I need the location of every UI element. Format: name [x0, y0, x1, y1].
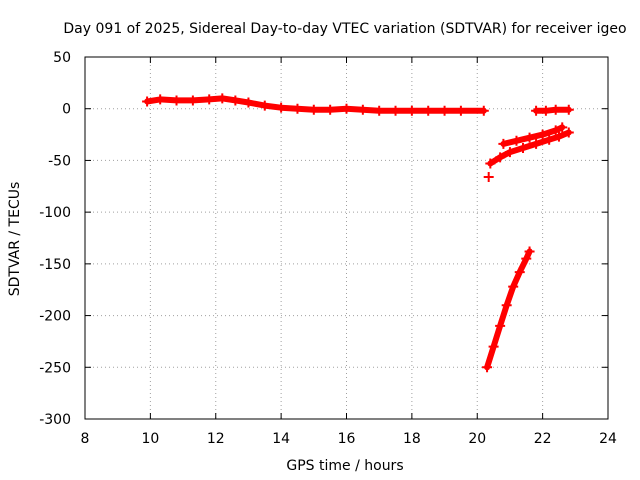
data-point: [374, 105, 385, 116]
data-point: [217, 93, 228, 104]
data-point: [514, 267, 525, 278]
data-point: [482, 362, 493, 373]
data-point: [292, 103, 303, 114]
chart-title: Day 091 of 2025, Sidereal Day-to-day VTE…: [63, 21, 626, 37]
data-point: [495, 152, 506, 163]
x-tick-label: 16: [338, 431, 356, 447]
y-tick-label: -250: [39, 360, 71, 376]
data-point: [142, 96, 153, 107]
data-point: [439, 105, 450, 116]
series-late-arc-lower: [485, 127, 574, 169]
data-series: [142, 93, 574, 373]
data-point: [504, 147, 515, 158]
y-tick-label: 0: [62, 102, 71, 118]
y-tick-label: 50: [53, 50, 71, 66]
data-point: [155, 94, 166, 105]
data-point: [540, 105, 551, 116]
data-point: [550, 104, 561, 115]
data-point: [495, 320, 506, 331]
data-point: [455, 105, 466, 116]
x-tick-label: 12: [207, 431, 225, 447]
data-point: [563, 127, 574, 138]
data-point: [308, 104, 319, 115]
data-point: [406, 105, 417, 116]
y-tick-label: -100: [39, 205, 71, 221]
data-point: [171, 95, 182, 106]
y-axis-label: SDTVAR / TECUs: [7, 182, 23, 297]
y-tick-label: -50: [48, 153, 71, 169]
data-point: [488, 341, 499, 352]
data-point: [390, 105, 401, 116]
data-point: [478, 105, 489, 116]
grid: [85, 57, 608, 419]
data-point: [204, 94, 215, 105]
data-point: [341, 103, 352, 114]
data-point: [485, 158, 496, 169]
data-point: [563, 104, 574, 115]
series-late-flat: [531, 104, 574, 116]
plot-frame: [84, 56, 609, 420]
data-point: [537, 129, 548, 140]
data-point: [243, 97, 254, 108]
data-point: [544, 134, 555, 145]
data-point: [357, 104, 368, 115]
series-late-arc-upper: [498, 122, 568, 149]
data-point: [501, 300, 512, 311]
data-point: [511, 135, 522, 146]
x-tick-label: 10: [141, 431, 159, 447]
data-point: [483, 171, 494, 182]
x-tick-label: 24: [599, 431, 617, 447]
data-point: [230, 95, 241, 106]
data-point: [524, 246, 535, 257]
series-trace-steep-rise: [484, 248, 533, 371]
y-tick-label: -300: [39, 412, 71, 428]
series-isolated: [483, 171, 494, 182]
y-tick-label: -200: [39, 309, 71, 325]
x-tick-label: 20: [468, 431, 486, 447]
data-point: [187, 95, 198, 106]
axis-ticks: 8 10 12 14 16 18 20 22 24 50 0 -50 -100 -150 -200 -250 -…: [39, 50, 617, 447]
data-point: [531, 138, 542, 149]
data-point: [531, 105, 542, 116]
x-tick-label: 18: [403, 431, 421, 447]
data-point: [557, 122, 568, 133]
series-main-track: [142, 93, 489, 116]
x-axis-label: GPS time / hours: [286, 458, 403, 474]
data-point: [521, 253, 532, 264]
data-point: [498, 138, 509, 149]
data-point: [518, 143, 529, 154]
data-point: [276, 102, 287, 113]
data-point: [550, 125, 561, 136]
data-point: [325, 104, 336, 115]
series-steep-rise: [482, 246, 535, 373]
data-point: [259, 100, 270, 111]
x-tick-label: 22: [534, 431, 552, 447]
data-point: [423, 105, 434, 116]
series-trace-main-track: [144, 95, 487, 114]
x-tick-label: 14: [272, 431, 290, 447]
y-tick-label: -150: [39, 257, 71, 273]
data-point: [553, 131, 564, 142]
x-tick-label: 8: [81, 431, 90, 447]
data-point: [524, 132, 535, 143]
data-point: [508, 281, 519, 292]
